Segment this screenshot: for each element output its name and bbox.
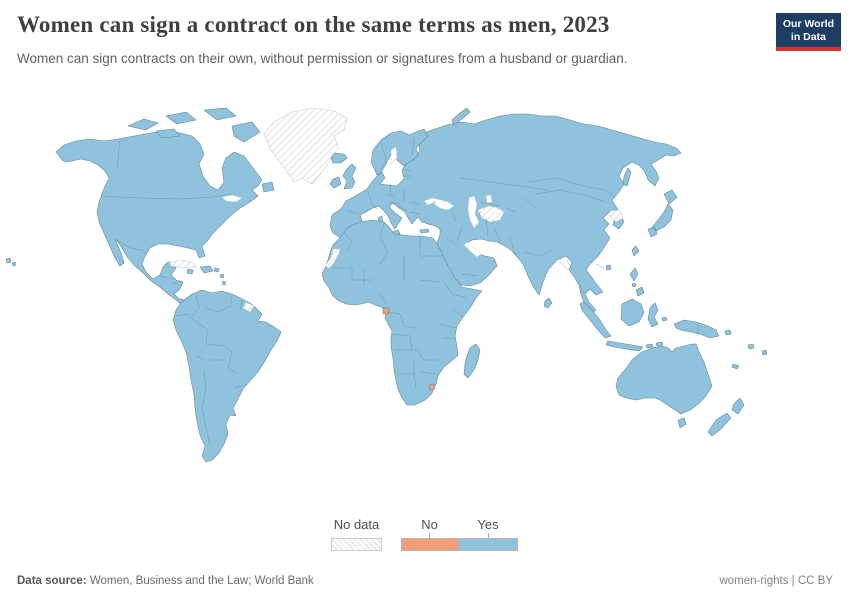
region-eurasia[interactable] [329,113,682,314]
region-iceland[interactable] [330,152,348,164]
region-new-guinea[interactable] [673,319,720,339]
legend-label-no: No [421,517,438,532]
world-map [0,98,850,515]
borders-africa [332,222,467,389]
region-philippines[interactable] [629,267,645,297]
region-canadian-arctic[interactable] [127,107,261,143]
region-french-guiana-nodata[interactable] [242,301,255,313]
gulf-of-bothnia [390,146,398,165]
region-pacific-islands[interactable] [724,329,768,370]
region-western-sahara-nodata[interactable] [324,248,341,269]
region-turkmenistan-nodata[interactable] [477,205,505,223]
black-sea [423,197,455,211]
caspian-sea [467,195,480,229]
legend-tick-no [429,533,430,538]
legend-label-no-data: No data [333,517,380,532]
region-newfoundland[interactable] [261,181,275,193]
legend-swatch-no-data[interactable] [331,538,382,551]
region-south-america[interactable] [172,289,282,463]
region-greenland-nodata[interactable] [263,107,348,185]
owid-logo-line1: Our World [782,18,834,30]
owid-logo[interactable]: Our World in Data [775,13,841,52]
region-equatorial-guinea-no[interactable] [382,307,390,315]
borders-eurasia [345,137,699,336]
legend-swatch-yes[interactable] [458,538,518,551]
owid-logo-line2: in Data [790,30,826,43]
region-north-america[interactable] [55,130,263,305]
region-java[interactable] [605,340,644,352]
region-sulawesi[interactable] [647,302,659,328]
world-map-svg [5,107,768,463]
region-hispaniola[interactable] [186,265,227,286]
region-sumatra[interactable] [579,301,612,339]
page-title: Women can sign a contract on the same te… [17,12,610,37]
aral-sea [485,194,493,204]
region-madagascar[interactable] [463,343,481,379]
region-australia[interactable] [615,343,713,415]
region-taiwan[interactable] [631,245,640,257]
data-source-label: Data source: [17,575,87,587]
region-cuba-nodata[interactable] [169,259,197,269]
region-africa[interactable] [321,219,483,406]
map-legend: No data No Yes [0,517,850,553]
region-north-korea-nodata[interactable] [609,209,624,223]
persian-gulf [463,241,482,258]
data-source-text: Women, Business and the Law; World Bank [86,575,314,587]
data-source: Data source: Women, Business and the Law… [17,575,314,587]
credit-license[interactable]: women-rights | CC BY [719,575,833,587]
page-subtitle: Women can sign contracts on their own, w… [17,51,628,66]
great-lakes [221,194,243,203]
region-hainan[interactable] [605,264,612,271]
region-borneo[interactable] [620,298,645,327]
region-new-zealand[interactable] [707,397,745,437]
legend-swatch-no[interactable] [401,538,458,551]
region-tasmania[interactable] [677,417,687,429]
region-sri-lanka[interactable] [543,297,553,309]
region-lesser-sunda[interactable] [645,316,668,349]
region-japan[interactable] [647,189,678,238]
legend-label-yes: Yes [477,517,499,532]
region-hawaii[interactable] [5,257,17,267]
legend-tick-yes [488,533,489,538]
region-novaya-zemlya[interactable] [451,107,471,126]
region-sakhalin[interactable] [622,167,632,187]
region-eswatini-no[interactable] [428,383,436,391]
region-ireland[interactable] [329,176,342,189]
borders-americas [102,139,243,447]
region-uk[interactable] [342,163,357,190]
